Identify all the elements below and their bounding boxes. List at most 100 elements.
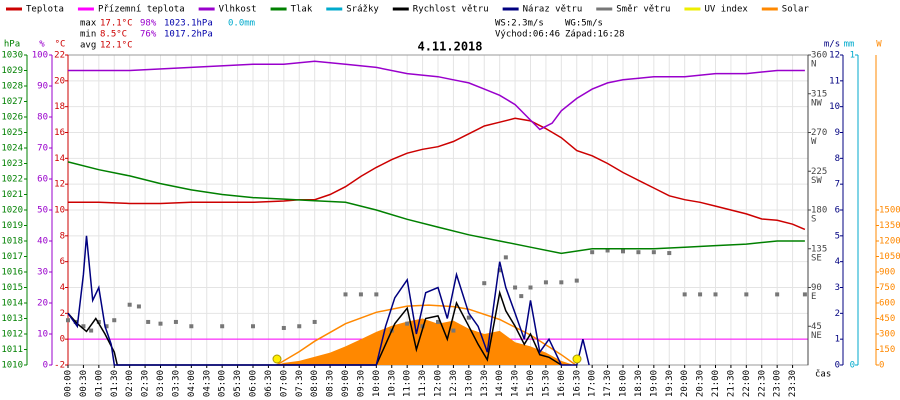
- x-tick-label: 19:00: [649, 370, 659, 397]
- direction-point: [96, 319, 101, 324]
- y-tick-label: 10: [829, 102, 840, 112]
- x-tick-label: 18:00: [619, 370, 629, 397]
- direction-label: SE: [811, 253, 822, 263]
- y-tick-label: 1011: [1, 345, 23, 355]
- y-tick-label: 4: [60, 283, 65, 293]
- chart-title: 4.11.2018: [417, 40, 482, 54]
- y-tick-label: 100: [32, 51, 48, 61]
- y-tick-label: 600: [879, 299, 895, 309]
- y-tick-label: 80: [37, 113, 48, 123]
- sunrise-marker: [272, 354, 282, 364]
- y-tick-label: 9: [835, 128, 840, 138]
- x-tick-label: 05:00: [218, 370, 228, 397]
- x-tick-label: 02:00: [125, 370, 135, 397]
- y-tick-label: 1016: [1, 268, 23, 278]
- direction-point: [146, 319, 151, 324]
- stat: WS:2.3m/s: [495, 19, 544, 29]
- stat: WG:5m/s: [565, 19, 603, 29]
- series-line: [68, 60, 805, 131]
- x-tick-label: 10:00: [372, 370, 382, 397]
- x-tick-label: 17:00: [588, 370, 598, 397]
- y-tick-label: 20: [54, 76, 65, 86]
- axis-unit: mm: [844, 40, 855, 50]
- legend-label: Teplota: [26, 5, 64, 15]
- y-tick-label: 135: [811, 244, 827, 254]
- y-tick-label: 900: [879, 268, 895, 278]
- direction-point: [251, 324, 255, 329]
- x-axis-label: čas: [815, 369, 831, 380]
- x-tick-label: 08:30: [326, 370, 336, 397]
- y-tick-label: 20: [37, 299, 48, 309]
- x-tick-label: 06:00: [249, 370, 259, 397]
- x-tick-label: 15:30: [541, 370, 551, 397]
- y-tick-label: 1500: [879, 206, 900, 216]
- direction-point: [281, 325, 286, 330]
- y-tick-label: 2: [835, 309, 840, 319]
- x-tick-label: 21:00: [711, 370, 721, 397]
- axis-unit: m/s: [824, 40, 840, 50]
- x-tick-label: 01:00: [94, 370, 104, 397]
- y-tick-label: 11: [829, 76, 840, 86]
- stat: 8.5°C: [100, 30, 127, 40]
- stat-label: min: [80, 30, 96, 40]
- y-tick-label: 1: [850, 51, 855, 61]
- y-tick-label: 8: [835, 154, 840, 164]
- y-tick-label: 1023: [1, 159, 23, 169]
- y-tick-label: 0: [43, 361, 48, 371]
- series-line: [67, 289, 562, 366]
- series-line: [68, 117, 806, 231]
- y-tick-label: 16: [54, 128, 65, 138]
- legend-label: Solar: [782, 5, 810, 15]
- legend-label: Vlhkost: [219, 5, 257, 15]
- y-tick-label: 1050: [879, 252, 900, 262]
- x-tick-label: 04:00: [187, 370, 197, 397]
- direction-point: [297, 324, 302, 329]
- direction-point: [112, 318, 117, 323]
- y-tick-label: 1030: [1, 51, 23, 61]
- y-tick-label: 6: [835, 206, 840, 216]
- y-tick-label: 1014: [1, 299, 23, 309]
- y-tick-label: 10: [54, 206, 65, 216]
- direction-point: [81, 324, 86, 329]
- direction-point: [420, 324, 425, 329]
- y-tick-label: 90: [811, 283, 822, 293]
- y-tick-label: 1022: [1, 175, 23, 185]
- y-tick-label: 0: [835, 361, 840, 371]
- y-tick-label: 22: [54, 51, 65, 61]
- y-tick-label: 1: [835, 335, 840, 345]
- stat: 1023.1hPa: [164, 19, 213, 29]
- direction-point: [590, 250, 595, 255]
- direction-point: [713, 292, 718, 297]
- y-tick-label: 1350: [879, 221, 900, 231]
- y-tick-label: 60: [37, 175, 48, 185]
- x-tick-label: 04:30: [202, 370, 212, 397]
- axis-unit: %: [39, 40, 45, 50]
- legend-label: Tlak: [291, 5, 313, 15]
- direction-point: [605, 248, 610, 253]
- y-tick-label: 30: [37, 268, 48, 278]
- direction-point: [343, 292, 348, 297]
- x-tick-label: 14:00: [495, 370, 505, 397]
- direction-point: [451, 328, 456, 333]
- direction-point: [358, 292, 363, 297]
- x-tick-label: 16:30: [572, 370, 582, 397]
- axis-unit: hPa: [4, 40, 20, 50]
- x-tick-label: 23:30: [788, 370, 798, 397]
- y-tick-label: 8: [60, 231, 65, 241]
- x-tick-label: 21:30: [726, 370, 736, 397]
- legend-label: Směr větru: [616, 5, 670, 15]
- y-tick-label: 3: [835, 283, 840, 293]
- direction-point: [136, 304, 141, 309]
- stat: 98%: [140, 19, 157, 29]
- stat: 0.0mm: [228, 19, 255, 29]
- direction-point: [189, 324, 194, 329]
- y-tick-label: 1027: [1, 97, 23, 107]
- y-tick-label: 150: [879, 345, 895, 355]
- y-tick-label: 1015: [1, 283, 23, 293]
- direction-point: [519, 294, 524, 299]
- x-tick-label: 12:30: [449, 370, 459, 397]
- x-tick-label: 19:30: [665, 370, 675, 397]
- y-tick-label: 225: [811, 167, 827, 177]
- y-tick-label: 1021: [1, 190, 23, 200]
- x-tick-label: 07:00: [279, 370, 289, 397]
